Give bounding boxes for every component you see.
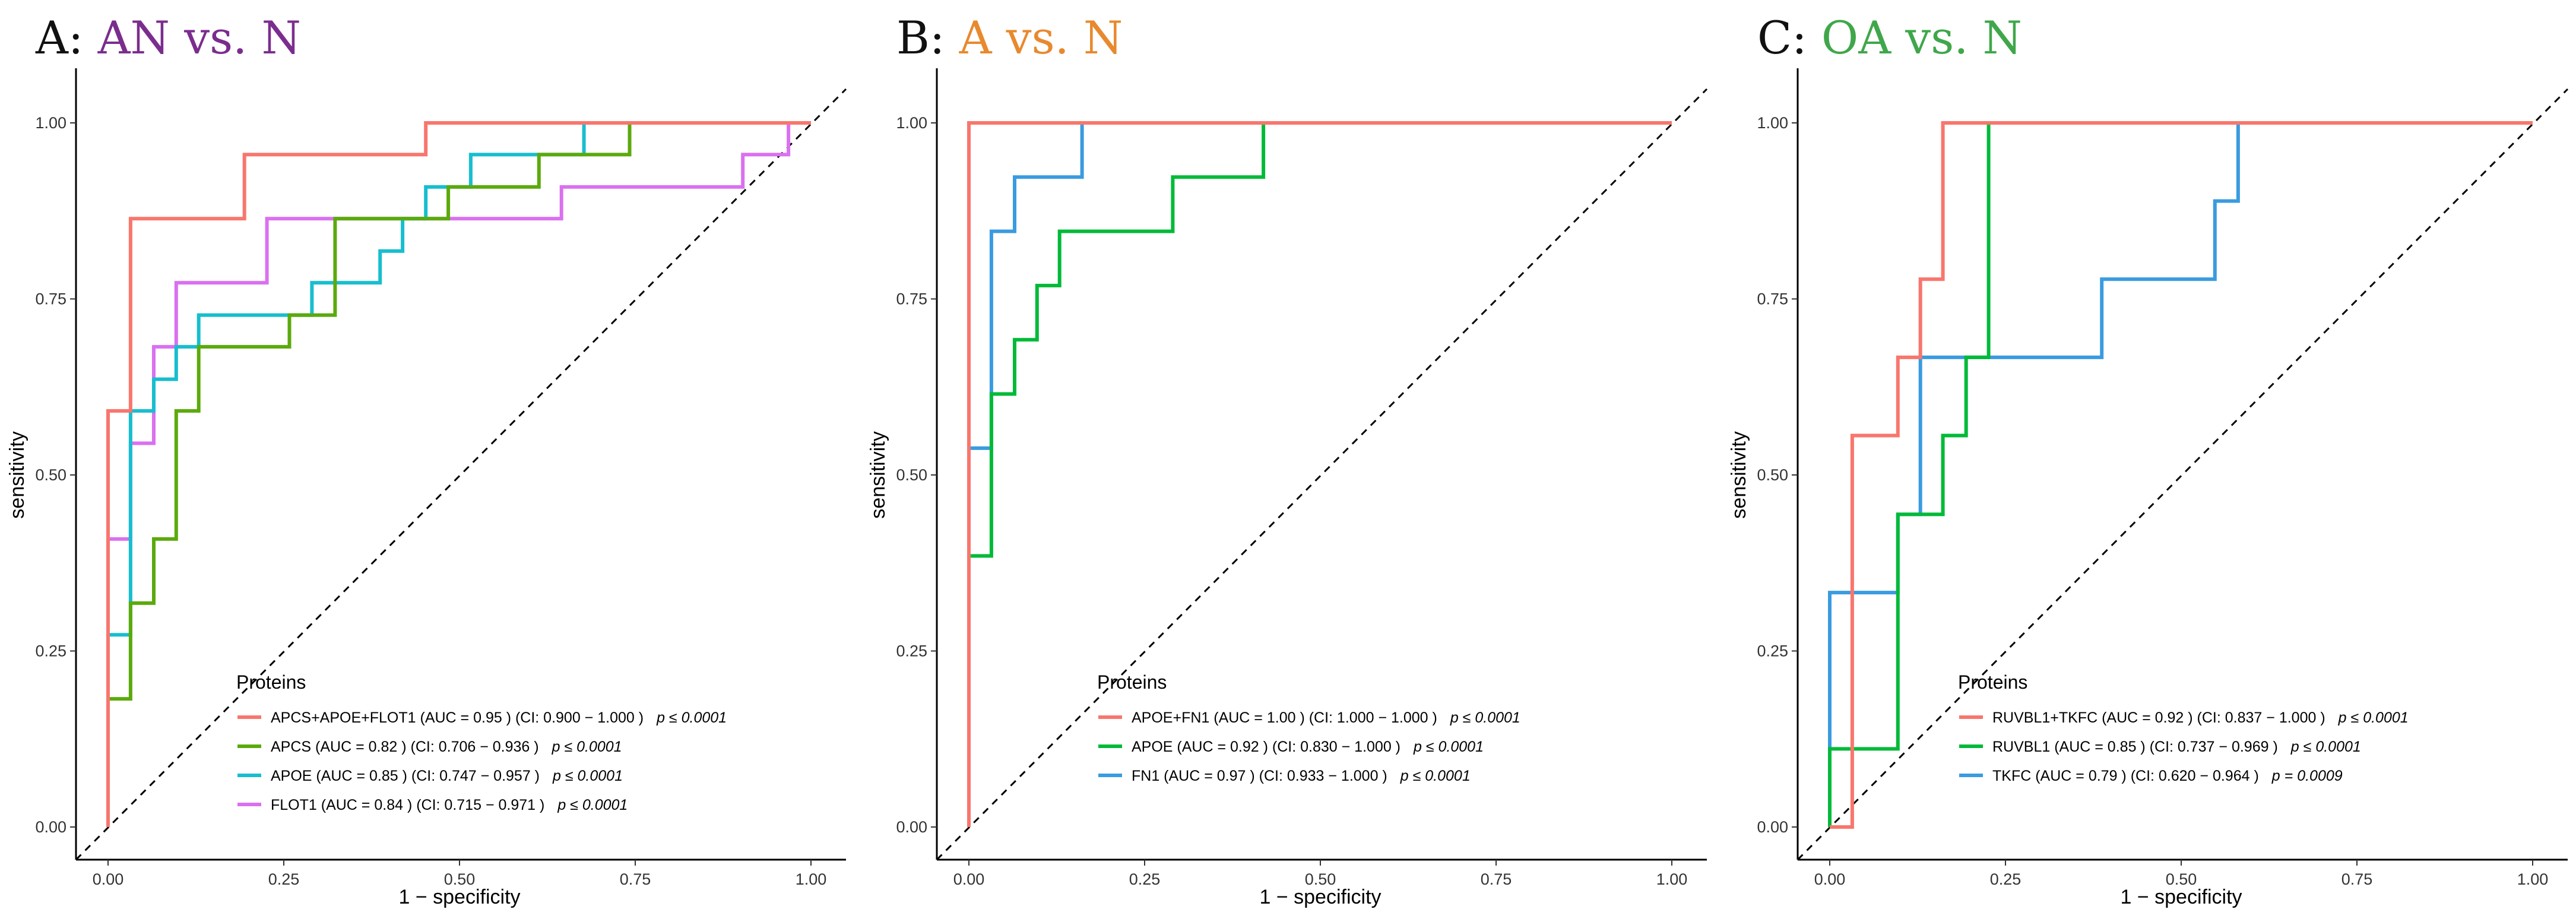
- panel-2: B: A vs. N 0.00 0.25 0.50 0.75 1.00 0.00 0.25 0.…: [867, 11, 1708, 908]
- roc-curve-fn1: [967, 121, 1672, 827]
- legend-title: Proteins: [236, 671, 306, 693]
- legend-title: Proteins: [1097, 671, 1167, 693]
- y-tick-label: 1.00: [1757, 114, 1788, 132]
- legend-p-value: p ≤ 0.0001: [1450, 709, 1520, 726]
- legend-label: APOE (AUC = 0.92 ) (CI: 0.830 − 1.000 ): [1132, 739, 1401, 755]
- legend-label: RUVBL1 (AUC = 0.85 ) (CI: 0.737 − 0.969 …: [1992, 739, 2278, 755]
- y-axis-title: sensitivity: [1728, 431, 1750, 518]
- y-tick-label: 0.25: [1757, 642, 1788, 660]
- y-tick-label: 1.00: [896, 114, 927, 132]
- diagonal-reference-line: [936, 88, 1708, 861]
- roc-curve-ruvbl1: [1828, 121, 2533, 827]
- legend-p-value: p ≤ 0.0001: [2290, 739, 2361, 755]
- legend-label: FLOT1 (AUC = 0.84 ) (CI: 0.715 − 0.971 ): [271, 797, 544, 813]
- legend-label: APOE+FN1 (AUC = 1.00 ) (CI: 1.000 − 1.00…: [1132, 709, 1437, 726]
- x-tick-label: 0.00: [1814, 870, 1846, 888]
- y-tick-label: 1.00: [35, 114, 66, 132]
- x-axis-title: 1 − specificity: [398, 886, 520, 908]
- x-tick-label: 0.50: [2166, 870, 2197, 888]
- legend-label: TKFC (AUC = 0.79 ) (CI: 0.620 − 0.964 ): [1992, 768, 2259, 784]
- y-tick-label: 0.00: [1757, 818, 1788, 836]
- x-tick-label: 1.00: [796, 870, 827, 888]
- y-tick-label: 0.50: [1757, 466, 1788, 484]
- x-tick-label: 0.50: [444, 870, 476, 888]
- x-tick-label: 0.25: [1990, 870, 2021, 888]
- legend-p-value: p ≤ 0.0001: [552, 739, 622, 755]
- panel-title-main: OA vs. N: [1821, 11, 2022, 64]
- roc-curve-apcs-apoe-flot1: [106, 121, 811, 827]
- x-tick-label: 0.50: [1305, 870, 1336, 888]
- panel-title-prefix: B:: [896, 11, 959, 64]
- x-tick-label: 0.75: [2341, 870, 2373, 888]
- y-tick-label: 0.50: [35, 466, 66, 484]
- x-tick-label: 0.75: [1481, 870, 1512, 888]
- roc-curve-apoe: [106, 121, 811, 827]
- y-tick-label: 0.25: [896, 642, 927, 660]
- legend-label: APOE (AUC = 0.85 ) (CI: 0.747 − 0.957 ): [271, 768, 540, 784]
- x-tick-label: 1.00: [2517, 870, 2549, 888]
- panel-title: A: AN vs. N: [35, 11, 301, 64]
- panel-3: C: OA vs. N 0.00 0.25 0.50 0.75 1.00 0.00 0.25 0…: [1728, 11, 2569, 908]
- legend-label: APCS+APOE+FLOT1 (AUC = 0.95 ) (CI: 0.900…: [271, 709, 644, 726]
- x-axis-title: 1 − specificity: [2120, 886, 2242, 908]
- roc-curve-ruvbl1-tkfc: [1830, 121, 2533, 829]
- x-axis-title: 1 − specificity: [1259, 886, 1381, 908]
- y-tick-label: 0.75: [896, 290, 927, 308]
- y-axis-title: sensitivity: [867, 431, 889, 518]
- legend-label: FN1 (AUC = 0.97 ) (CI: 0.933 − 1.000 ): [1132, 768, 1387, 784]
- roc-curve-apoe-fn1: [967, 121, 1672, 827]
- y-tick-label: 0.25: [35, 642, 66, 660]
- roc-curve-apoe: [967, 121, 1672, 827]
- legend-p-value: p = 0.0009: [2271, 768, 2343, 784]
- x-tick-label: 0.25: [1129, 870, 1161, 888]
- x-tick-label: 1.00: [1656, 870, 1688, 888]
- legend-p-value: p ≤ 0.0001: [557, 797, 628, 813]
- roc-curve-apcs: [106, 121, 811, 827]
- y-axis-title: sensitivity: [6, 431, 28, 518]
- legend-p-value: p ≤ 0.0001: [552, 768, 623, 784]
- x-tick-label: 0.00: [953, 870, 985, 888]
- panel-title: C: OA vs. N: [1757, 11, 2022, 64]
- y-tick-label: 0.75: [35, 290, 66, 308]
- y-tick-label: 0.00: [896, 818, 927, 836]
- panel-title-prefix: C:: [1757, 11, 1821, 64]
- legend-p-value: p ≤ 0.0001: [2338, 709, 2409, 726]
- y-tick-label: 0.50: [896, 466, 927, 484]
- legend-label: APCS (AUC = 0.82 ) (CI: 0.706 − 0.936 ): [271, 739, 539, 755]
- x-tick-label: 0.75: [620, 870, 651, 888]
- diagonal-reference-line: [1796, 88, 2569, 861]
- panel-title: B: A vs. N: [896, 11, 1123, 64]
- panel-1: A: AN vs. N 0.00 0.25 0.50 0.75 1.00 0.00 0.25 0…: [6, 11, 847, 908]
- panel-title-main: AN vs. N: [97, 11, 301, 64]
- x-tick-label: 0.25: [268, 870, 300, 888]
- legend-p-value: p ≤ 0.0001: [1400, 768, 1471, 784]
- panel-title-prefix: A:: [35, 11, 98, 64]
- x-tick-label: 0.00: [93, 870, 124, 888]
- legend-p-value: p ≤ 0.0001: [656, 709, 727, 726]
- y-tick-label: 0.00: [35, 818, 66, 836]
- y-tick-label: 0.75: [1757, 290, 1788, 308]
- legend-title: Proteins: [1958, 671, 2027, 693]
- diagonal-reference-line: [75, 88, 847, 861]
- legend-label: RUVBL1+TKFC (AUC = 0.92 ) (CI: 0.837 − 1…: [1992, 709, 2325, 726]
- legend-p-value: p ≤ 0.0001: [1413, 739, 1484, 755]
- panel-title-main: A vs. N: [959, 11, 1123, 64]
